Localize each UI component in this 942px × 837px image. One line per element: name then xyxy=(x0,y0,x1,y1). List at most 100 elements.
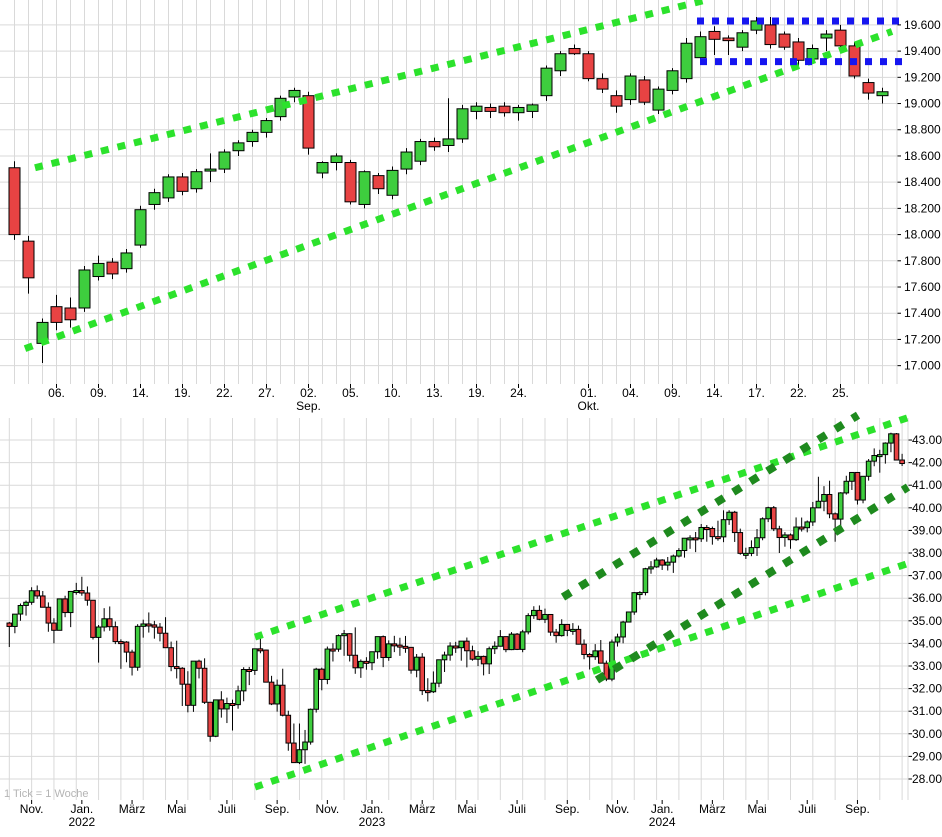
x-axis-label: 02. xyxy=(300,386,317,400)
candle-down xyxy=(798,526,805,530)
candle-up xyxy=(570,628,576,632)
candle-up xyxy=(441,654,448,661)
candle-up xyxy=(324,648,331,680)
candle-down xyxy=(832,513,838,520)
x-axis-label: 10. xyxy=(384,386,401,400)
candle-down xyxy=(659,559,665,566)
candle-up xyxy=(101,618,107,628)
candle-down xyxy=(547,613,554,633)
candle-up xyxy=(252,648,258,671)
candle-up xyxy=(17,605,24,615)
candle-up xyxy=(810,507,816,523)
y-axis-label: 19.200 xyxy=(904,70,941,84)
candle-up xyxy=(204,168,217,172)
candle-up xyxy=(750,20,763,31)
candle-down xyxy=(318,668,325,680)
y-axis-label: 40.000 xyxy=(912,501,942,515)
x-axis-label: Jan. xyxy=(70,802,93,816)
candle-down xyxy=(22,240,35,279)
candle-up xyxy=(246,131,259,143)
candle-up xyxy=(56,598,63,631)
candle-down xyxy=(596,78,609,90)
x-axis-label: 06. xyxy=(48,386,65,400)
candle-down xyxy=(34,590,41,597)
y-axis-label: 42.000 xyxy=(912,456,942,470)
candle-up xyxy=(120,252,133,270)
x-axis-sublabel: 2022 xyxy=(68,815,95,829)
candle-down xyxy=(185,683,191,706)
candle-down xyxy=(62,598,68,614)
candle-down xyxy=(603,662,610,680)
y-axis-label: 18.000 xyxy=(904,228,941,242)
x-axis-label: 17. xyxy=(748,386,765,400)
candle-up xyxy=(148,192,161,205)
candle-down xyxy=(826,493,833,515)
candle-up xyxy=(190,171,203,190)
candle-up xyxy=(134,625,141,668)
candle-down xyxy=(151,624,158,628)
x-axis-label: März xyxy=(699,802,726,816)
x-axis-label: Mai xyxy=(457,802,476,816)
x-axis-sublabel: Sep. xyxy=(296,399,321,413)
candle-up xyxy=(508,633,515,651)
candle-down xyxy=(480,655,487,665)
y-axis-label: 29.000 xyxy=(912,749,942,763)
x-axis-label: 13. xyxy=(426,386,443,400)
y-axis-label: 34.000 xyxy=(912,636,942,650)
candle-up xyxy=(694,36,707,59)
y-axis-label: 19.400 xyxy=(904,44,941,58)
candle-up xyxy=(95,626,102,638)
x-axis-sublabel: 2024 xyxy=(649,815,676,829)
candle-down xyxy=(709,527,716,538)
x-axis-label: 19. xyxy=(468,386,485,400)
candle-up xyxy=(190,660,197,706)
x-axis-label: 22. xyxy=(216,386,233,400)
candle-down xyxy=(257,648,264,652)
candle-up xyxy=(288,89,301,98)
candle-up xyxy=(876,91,889,97)
candle-up xyxy=(73,590,80,594)
uptrend-channel-upper xyxy=(34,0,707,172)
candle-up xyxy=(456,108,469,140)
y-axis-label: 35.000 xyxy=(912,614,942,628)
candle-up xyxy=(330,155,343,164)
candle-up xyxy=(12,613,18,627)
candle-up xyxy=(876,454,883,458)
candle-up xyxy=(23,601,29,606)
candle-up xyxy=(793,526,799,541)
candle-down xyxy=(787,534,794,541)
x-axis-sublabel: 2023 xyxy=(359,815,386,829)
candle-up xyxy=(871,455,878,462)
candle-down xyxy=(638,79,651,103)
candle-down xyxy=(352,654,359,669)
candle-down xyxy=(778,33,791,48)
x-axis-label: 24. xyxy=(510,386,527,400)
candle-down xyxy=(50,306,63,323)
candle-down xyxy=(123,641,130,653)
x-axis-label: 09. xyxy=(90,386,107,400)
x-axis-label: 19. xyxy=(174,386,191,400)
candle-down xyxy=(8,167,21,236)
y-axis-label: 19.000 xyxy=(904,97,941,111)
x-axis-label: Juli xyxy=(508,802,526,816)
candle-down xyxy=(402,645,409,649)
candle-down xyxy=(425,690,431,694)
candle-up xyxy=(458,640,465,649)
candle-down xyxy=(770,507,777,530)
steep-channel-upper xyxy=(560,411,861,601)
candle-down xyxy=(514,633,520,650)
candle-up xyxy=(680,42,693,80)
x-axis-label: Juli xyxy=(218,802,236,816)
candle-up xyxy=(609,641,615,680)
candle-down xyxy=(268,681,275,705)
candle-down xyxy=(722,37,735,42)
x-axis-label: Juli xyxy=(798,802,816,816)
candle-down xyxy=(90,599,96,638)
candle-down xyxy=(408,646,414,671)
candle-down xyxy=(704,526,710,530)
candle-up xyxy=(666,70,679,91)
candle-down xyxy=(464,640,470,652)
candle-down xyxy=(173,666,180,670)
candle-down xyxy=(834,29,847,47)
candle-up xyxy=(78,269,91,309)
